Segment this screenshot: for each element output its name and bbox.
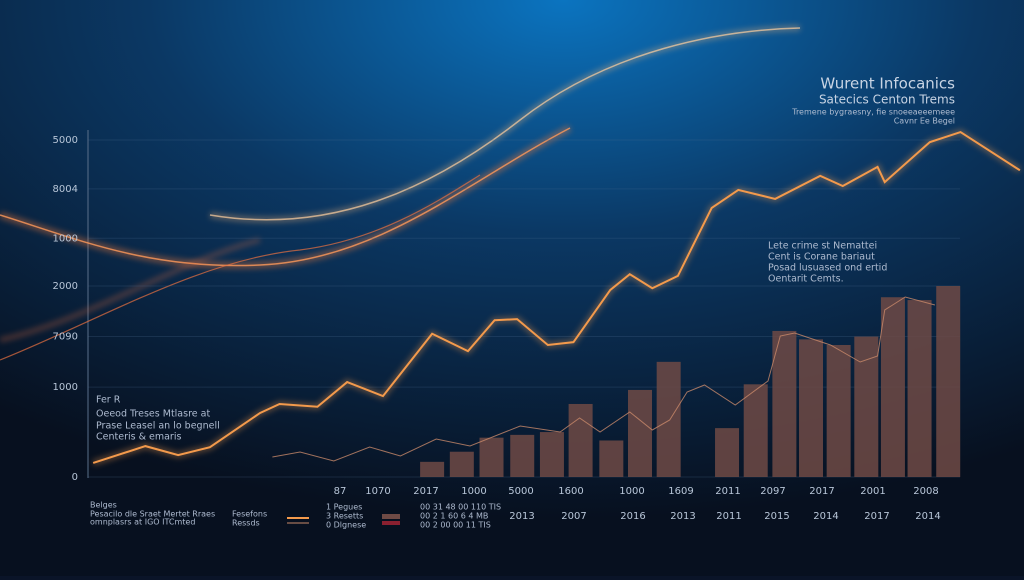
annotation: Fer R — [96, 395, 121, 406]
x-label: 87 — [334, 486, 347, 497]
x-label: 2007 — [561, 511, 586, 522]
y-tick-label: 5000 — [53, 135, 78, 146]
y-tick-label: 2000 — [53, 281, 78, 292]
annotation: Oentarit Cemts. — [768, 274, 844, 285]
subtitle: Satecics Centon Trems — [819, 93, 955, 107]
x-label: 2011 — [715, 486, 740, 497]
annotation: Lete crime st Nemattei — [768, 241, 877, 252]
bar — [449, 451, 474, 477]
x-label: 2014 — [915, 511, 940, 522]
x-label: 2017 — [864, 511, 889, 522]
footer: Belges — [90, 501, 117, 510]
legend-swatch — [382, 514, 400, 519]
y-tick-label: 8004 — [53, 184, 78, 195]
annotation: Centeris & emaris — [96, 432, 181, 443]
y-tick-label: 1000 — [53, 382, 78, 393]
line — [92, 130, 1021, 464]
legend-label: 00 31 48 00 110 TIS — [420, 503, 501, 512]
x-label: 2017 — [809, 486, 834, 497]
bar — [826, 344, 851, 477]
legend-label: 3 Resetts — [326, 512, 363, 521]
x-label: 1609 — [668, 486, 693, 497]
bar — [599, 440, 624, 477]
bar — [539, 432, 564, 477]
legend-label: Fesefons — [232, 510, 267, 519]
note: Cavnr Ee Begel — [894, 117, 955, 126]
legend-label: Ressds — [232, 519, 260, 528]
bar — [628, 389, 652, 477]
line — [272, 296, 936, 462]
x-label: 5000 — [508, 486, 533, 497]
note: Tremene bygraesny, fie snoeeaeeemeee — [791, 108, 955, 117]
bar — [772, 330, 797, 477]
decor-swoosh — [0, 25, 801, 361]
bar — [715, 428, 740, 477]
x-label: 2013 — [670, 511, 695, 522]
x-label: 2097 — [760, 486, 785, 497]
y-tick-label: 7090 — [53, 332, 78, 343]
legend: Fesefons Ressds 1 Pegues 3 Resetts 0 Dlg… — [232, 503, 501, 530]
bar — [854, 336, 879, 477]
x-label: 2014 — [813, 511, 838, 522]
footer: Pesacilo dle Sraet Mertet Rraes — [90, 510, 215, 519]
legend-label: 00 2 1 60 6 4 MB — [420, 512, 488, 521]
annotation: Posad lusuased ond ertid — [768, 263, 887, 274]
x-label: 2016 — [620, 511, 645, 522]
bar — [420, 461, 445, 477]
x-label: 2017 — [413, 486, 438, 497]
bar — [880, 297, 905, 477]
x-label: 2001 — [860, 486, 885, 497]
x-label: 2013 — [509, 511, 534, 522]
x-label: 2008 — [913, 486, 938, 497]
x-label: 1070 — [365, 486, 390, 497]
annotation: Cent is Corane bariaut — [768, 252, 875, 263]
bar — [568, 403, 593, 477]
bar — [907, 300, 932, 477]
bar — [799, 339, 824, 477]
legend-label: 00 2 00 00 11 TIS — [420, 521, 491, 530]
bar — [510, 434, 535, 477]
legend-label: 0 Dlgnese — [326, 521, 366, 530]
bar — [936, 286, 961, 477]
x-label: 2011 — [716, 511, 741, 522]
x-label: 1000 — [461, 486, 486, 497]
footer: omnplasrs at IGO ITCmted — [90, 518, 195, 527]
x-label: 1000 — [619, 486, 644, 497]
legend-swatch — [382, 521, 400, 525]
x-label: 2015 — [764, 511, 789, 522]
x-label: 1600 — [558, 486, 583, 497]
bar — [743, 384, 768, 477]
y-tick-label: 1000 — [53, 233, 78, 244]
annotation: Prase Leasel an lo begnell — [96, 421, 220, 432]
title: Wurent Infocanics — [820, 75, 955, 93]
annotation: Oeeod Treses Mtlasre at — [96, 409, 210, 420]
legend-label: 1 Pegues — [326, 503, 362, 512]
y-tick-label: 0 — [72, 472, 78, 483]
bar — [479, 437, 504, 477]
bar — [656, 361, 681, 477]
